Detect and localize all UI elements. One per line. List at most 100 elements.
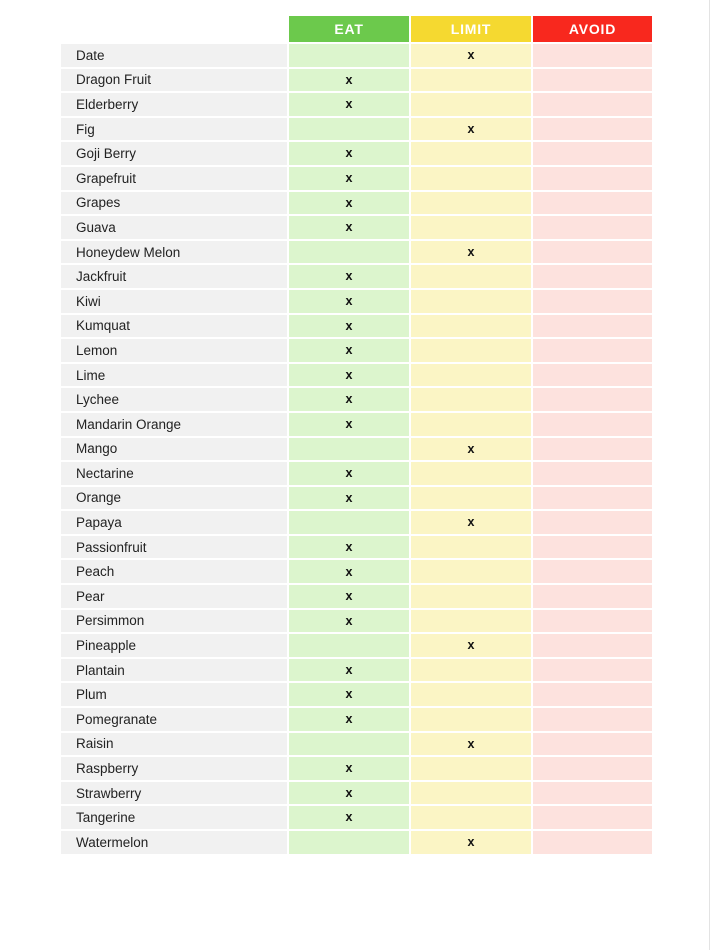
eat-mark-cell (289, 437, 409, 461)
column-header-avoid: AVOID (533, 16, 652, 42)
avoid-mark-cell (533, 708, 652, 731)
limit-mark-cell (411, 93, 531, 116)
avoid-mark-cell (533, 486, 652, 510)
fruit-name-cell: Jackfruit (61, 265, 287, 288)
fruit-name-cell: Mango (61, 437, 287, 461)
fruit-category-table: EAT LIMIT AVOID Date x Dragon Fruit x Elderb… (61, 16, 652, 854)
table-corner-spacer (61, 16, 287, 42)
fruit-name-cell: Honeydew Melon (61, 240, 287, 264)
eat-mark-cell: x (289, 806, 409, 829)
limit-mark-cell: x (411, 511, 531, 534)
limit-mark-cell (411, 388, 531, 411)
limit-mark-cell (411, 142, 531, 165)
limit-mark-cell (411, 609, 531, 633)
limit-mark-cell (411, 535, 531, 559)
eat-mark-cell: x (289, 265, 409, 288)
fruit-name-cell: Plum (61, 683, 287, 707)
avoid-mark-cell (533, 363, 652, 387)
limit-mark-cell (411, 68, 531, 92)
limit-mark-cell (411, 265, 531, 288)
fruit-name-cell: Orange (61, 486, 287, 510)
avoid-mark-cell (533, 388, 652, 411)
avoid-mark-cell (533, 634, 652, 657)
column-header-limit: LIMIT (411, 16, 531, 42)
avoid-mark-cell (533, 462, 652, 485)
fruit-name-cell: Guava (61, 216, 287, 239)
avoid-mark-cell (533, 93, 652, 116)
eat-mark-cell (289, 511, 409, 534)
limit-mark-cell: x (411, 732, 531, 756)
avoid-mark-cell (533, 437, 652, 461)
avoid-mark-cell (533, 412, 652, 436)
fruit-name-cell: Tangerine (61, 806, 287, 829)
eat-mark-cell: x (289, 585, 409, 608)
limit-mark-cell (411, 658, 531, 682)
fruit-name-cell: Lemon (61, 339, 287, 362)
limit-mark-cell (411, 683, 531, 707)
limit-mark-cell (411, 757, 531, 780)
fruit-name-cell: Pomegranate (61, 708, 287, 731)
fruit-name-cell: Kiwi (61, 289, 287, 313)
avoid-mark-cell (533, 68, 652, 92)
avoid-mark-cell (533, 511, 652, 534)
eat-mark-cell: x (289, 289, 409, 313)
limit-mark-cell (411, 585, 531, 608)
eat-mark-cell (289, 831, 409, 854)
eat-mark-cell: x (289, 462, 409, 485)
fruit-name-cell: Grapes (61, 191, 287, 215)
fruit-name-cell: Papaya (61, 511, 287, 534)
eat-mark-cell (289, 634, 409, 657)
limit-mark-cell (411, 289, 531, 313)
limit-mark-cell (411, 339, 531, 362)
avoid-mark-cell (533, 339, 652, 362)
avoid-mark-cell (533, 609, 652, 633)
eat-mark-cell: x (289, 68, 409, 92)
page-edge-divider (709, 0, 710, 950)
limit-mark-cell (411, 314, 531, 338)
avoid-mark-cell (533, 806, 652, 829)
limit-mark-cell (411, 708, 531, 731)
fruit-name-cell: Fig (61, 117, 287, 141)
avoid-mark-cell (533, 142, 652, 165)
limit-mark-cell (411, 806, 531, 829)
fruit-name-cell: Date (61, 44, 287, 67)
avoid-mark-cell (533, 683, 652, 707)
limit-mark-cell (411, 363, 531, 387)
avoid-mark-cell (533, 240, 652, 264)
avoid-mark-cell (533, 314, 652, 338)
fruit-name-cell: Pear (61, 585, 287, 608)
eat-mark-cell: x (289, 609, 409, 633)
limit-mark-cell (411, 781, 531, 805)
avoid-mark-cell (533, 265, 652, 288)
column-header-eat: EAT (289, 16, 409, 42)
eat-mark-cell: x (289, 388, 409, 411)
fruit-name-cell: Dragon Fruit (61, 68, 287, 92)
fruit-name-cell: Grapefruit (61, 166, 287, 190)
limit-mark-cell: x (411, 240, 531, 264)
limit-mark-cell: x (411, 437, 531, 461)
avoid-mark-cell (533, 535, 652, 559)
eat-mark-cell: x (289, 535, 409, 559)
limit-mark-cell: x (411, 117, 531, 141)
fruit-name-cell: Plantain (61, 658, 287, 682)
eat-mark-cell: x (289, 683, 409, 707)
avoid-mark-cell (533, 44, 652, 67)
fruit-name-cell: Strawberry (61, 781, 287, 805)
eat-mark-cell (289, 44, 409, 67)
fruit-name-cell: Pineapple (61, 634, 287, 657)
eat-mark-cell: x (289, 363, 409, 387)
eat-mark-cell (289, 240, 409, 264)
limit-mark-cell: x (411, 831, 531, 854)
avoid-mark-cell (533, 585, 652, 608)
avoid-mark-cell (533, 216, 652, 239)
fruit-name-cell: Lime (61, 363, 287, 387)
fruit-name-cell: Raisin (61, 732, 287, 756)
limit-mark-cell: x (411, 634, 531, 657)
limit-mark-cell (411, 216, 531, 239)
limit-mark-cell: x (411, 44, 531, 67)
eat-mark-cell: x (289, 142, 409, 165)
eat-mark-cell: x (289, 314, 409, 338)
eat-mark-cell: x (289, 708, 409, 731)
fruit-name-cell: Kumquat (61, 314, 287, 338)
avoid-mark-cell (533, 658, 652, 682)
